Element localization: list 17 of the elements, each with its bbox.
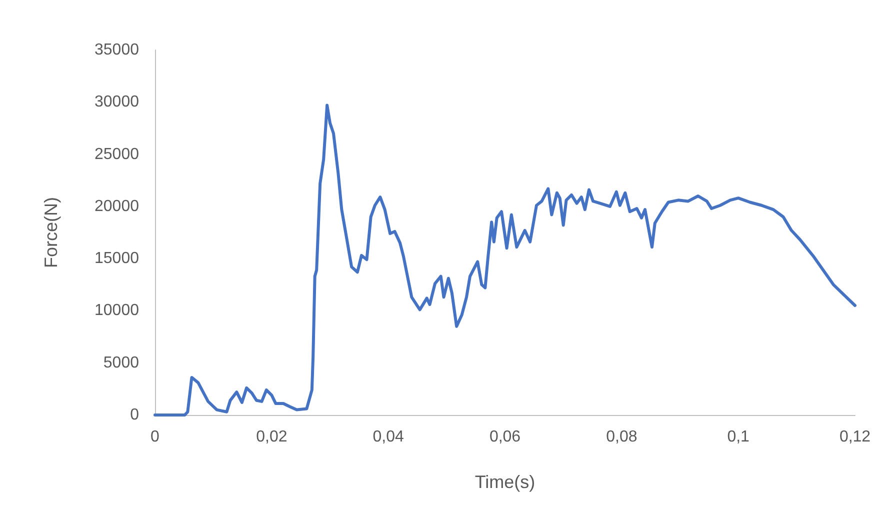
y-tick-label: 10000: [94, 302, 140, 320]
x-tick-label: 0,06: [489, 428, 521, 446]
x-tick-label: 0,02: [256, 428, 288, 446]
y-axis-title: Force(N): [41, 197, 61, 268]
y-tick-label: 0: [130, 406, 140, 424]
y-tick-label: 25000: [94, 146, 140, 163]
y-tick-label: 15000: [94, 250, 140, 268]
y-tick-label: 5000: [103, 354, 140, 372]
y-tick-label: 20000: [94, 198, 140, 215]
x-tick-label: 0,1: [727, 428, 750, 446]
y-tick-label: 30000: [94, 94, 140, 111]
x-tick-label: 0,04: [372, 428, 404, 446]
x-tick-label: 0: [150, 428, 160, 446]
x-tick-label: 0,12: [839, 428, 871, 446]
y-tick-label: 35000: [94, 42, 140, 58]
x-axis-title: Time(s): [474, 472, 536, 492]
x-tick-label: 0,08: [606, 428, 638, 446]
